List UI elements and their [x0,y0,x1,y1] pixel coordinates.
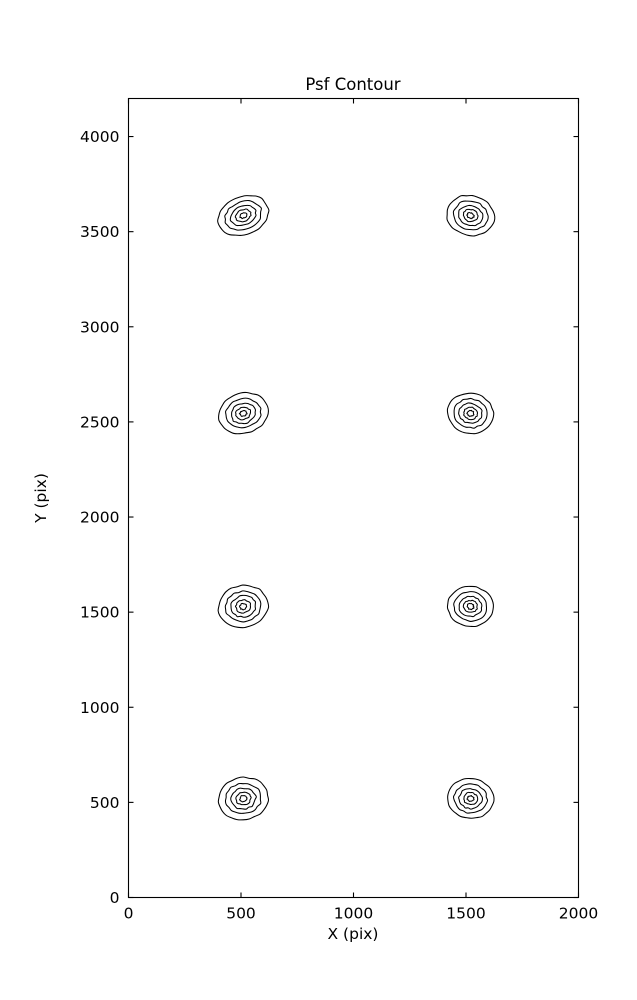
psf-c1-r2 [217,584,270,629]
psf-c2-r1 [447,777,495,819]
contour-level-2 [225,397,262,429]
x-tick-label: 1500 [446,905,485,923]
contour-level-3 [458,595,483,618]
contour-level-3 [230,787,257,810]
contour-level-4 [235,406,252,421]
y-tick-label: 2000 [80,509,119,527]
contour-level-1 [218,391,269,435]
psf-c2-r3 [446,392,495,435]
x-axis-label: X (pix) [328,925,379,943]
contour-level-3 [458,204,484,227]
contour-level-5 [239,795,248,803]
contour-level-1 [217,776,270,821]
contour-level-5 [466,211,475,220]
plot-title-group: Psf Contour [305,75,400,94]
contour-level-4 [463,791,479,805]
y-axis-label: Y (pix) [32,473,50,524]
contour-level-1 [446,585,494,628]
contour-level-5 [466,794,475,802]
contour-level-5 [239,602,248,611]
contour-level-3 [458,788,483,810]
contour-level-3 [229,204,257,227]
contour-level-4 [462,208,479,223]
contour-level-3 [231,402,256,425]
y-tick-label: 500 [90,794,120,812]
contour-level-1 [217,584,270,629]
axes-frame [127,97,580,899]
contour-level-5 [466,602,475,611]
contour-level-1 [217,195,270,236]
contour-level-4 [235,791,252,806]
psf-c1-r1 [217,776,270,821]
y-tick-label: 0 [110,889,120,907]
psf-c2-r2 [446,585,494,628]
y-axis-ticks: 0 500 1000 1500 2000 2500 3000 3500 4000 [80,128,579,907]
contour-series [217,194,496,821]
x-tick-label: 500 [226,905,256,923]
y-tick-label: 1000 [80,699,119,717]
page-title: Psf Contour [305,75,400,94]
axis-labels: X (pix) Y (pix) [32,473,378,943]
contour-level-2 [452,783,489,814]
contour-level-1 [446,392,495,435]
x-tick-label: 0 [124,905,134,923]
contour-level-2 [453,591,488,622]
contour-level-2 [224,782,262,814]
contour-level-4 [463,406,479,421]
contour-level-5 [466,409,475,417]
contour-level-2 [224,199,262,231]
contour-level-3 [230,594,257,618]
contour-level-3 [458,402,483,424]
contour-level-4 [234,599,252,614]
contour-level-2 [452,200,489,231]
x-tick-label: 1000 [334,905,373,923]
axes-box [127,97,580,899]
contour-level-4 [234,208,252,223]
y-tick-label: 3500 [80,223,119,241]
y-tick-label: 3000 [80,318,119,336]
x-axis-ticks: 0 500 1000 1500 2000 [124,98,598,923]
x-tick-label: 2000 [559,905,598,923]
psf-c2-r4 [446,194,496,237]
contour-level-2 [224,590,262,623]
contour-level-1 [446,194,496,237]
psf-c1-r4 [217,195,270,236]
contour-level-5 [239,212,248,220]
contour-level-1 [447,777,495,819]
contour-level-2 [453,397,488,429]
psf-c1-r3 [218,391,269,435]
y-tick-label: 4000 [80,128,119,146]
y-tick-label: 1500 [80,604,119,622]
contour-level-4 [462,599,478,613]
y-tick-label: 2500 [80,413,119,431]
contour-level-5 [238,409,248,417]
